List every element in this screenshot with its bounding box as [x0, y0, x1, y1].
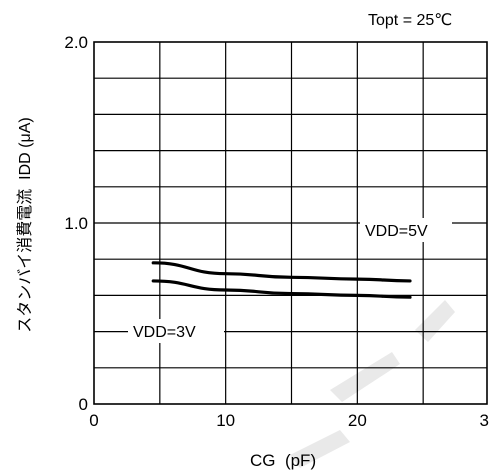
x-axis-label: CG (pF) [250, 451, 316, 470]
x-tick-label: 10 [216, 411, 235, 430]
y-tick-label: 2.0 [64, 33, 88, 52]
tick-labels: 0 10 20 30 0 1.0 2.0 [64, 33, 489, 430]
y-axis-label: スタンバイ消費電流 IDD (μA) [16, 117, 34, 332]
series-line-vdd-5v [151, 261, 412, 283]
curves [151, 261, 412, 299]
series-label-background [360, 218, 452, 242]
series-label-vdd-5v: VDD=5V [365, 223, 428, 240]
x-tick-label: 0 [89, 411, 98, 430]
y-tick-label: 1.0 [64, 214, 88, 233]
watermark [290, 300, 455, 468]
condition-label: Topt = 25℃ [368, 12, 452, 29]
series-label-vdd-3v: VDD=3V [133, 324, 196, 341]
series-label-background [128, 319, 224, 343]
x-tick-label: 20 [348, 411, 367, 430]
series-line-vdd-3v [151, 279, 412, 299]
plot-frame [93, 41, 488, 405]
y-tick-label: 0 [79, 395, 88, 414]
series-labels: VDD=5V VDD=3V [128, 218, 452, 343]
x-tick-label: 30 [480, 411, 489, 430]
